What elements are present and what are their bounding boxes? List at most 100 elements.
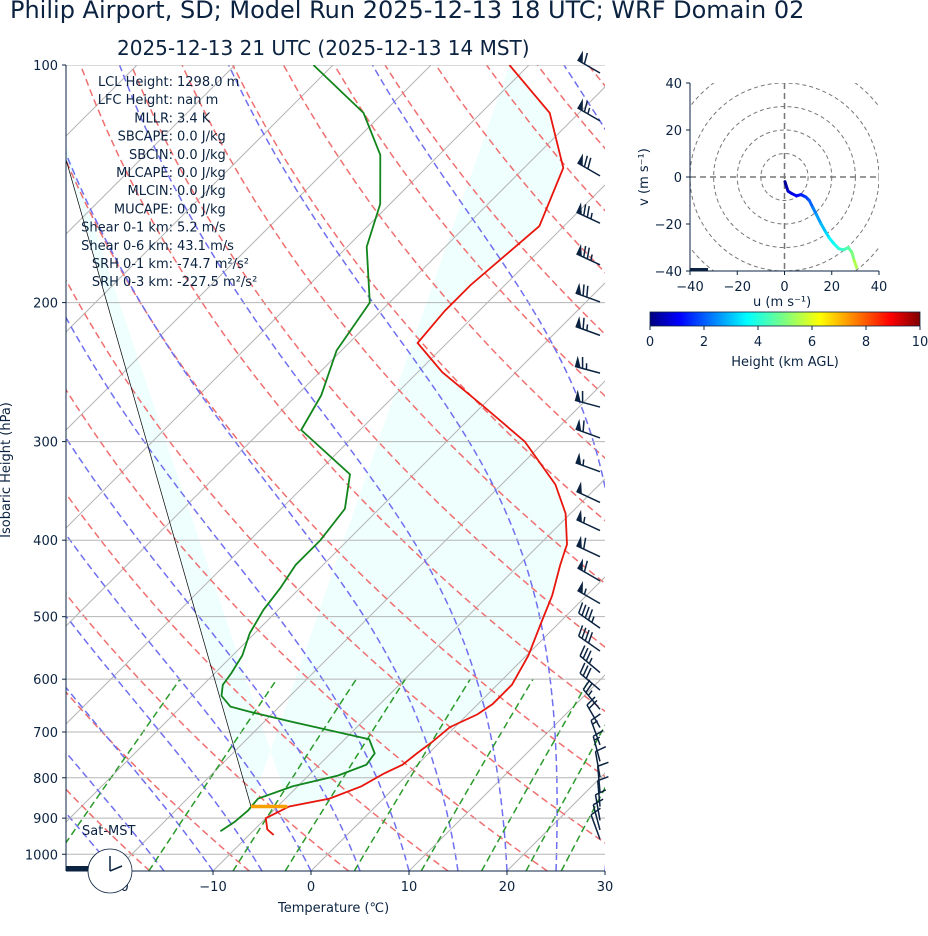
mixing-ratio-line [616,679,715,871]
height-colorbar: 0 2 4 6 8 10 Height (km AGL) [646,311,928,370]
index-value: 0.0 J/kg [177,166,226,181]
sounding-indices: LCL Height: 1298.0 m LFC Height: nan m MLLR:… [81,75,257,290]
index-label: LCL Height: [98,75,173,90]
mixing-ratio-line [525,724,605,871]
wind-barb [577,98,601,122]
wind-barb [579,645,601,674]
mixing-ratio-line [66,678,181,844]
isotherm-line [66,65,236,235]
hodograph-y-label: v (m s⁻¹) [637,148,652,206]
index-label: SBCAPE: [118,130,173,145]
x-tick-label: 30 [597,880,614,895]
y-tick-label: 600 [33,673,58,688]
wind-barb [574,389,601,408]
wind-barb [577,580,601,605]
index-value: -74.7 m²/s² [177,257,249,272]
chart-subtitle: 2025-12-13 21 UTC (2025-12-13 14 MST) [117,36,530,60]
index-label: SRH 0-1 km: [92,257,173,272]
moist-adiabat-line [66,751,165,871]
moist-adiabat-line [703,65,811,871]
hodograph-y-ticks: 40 20 0 −20 −40 [655,77,690,280]
isotherm-line [66,86,605,627]
mixing-ratio-line [658,679,754,871]
dewpoint-line [219,65,382,832]
hodograph-x-tick-label: −20 [724,280,751,295]
wind-barb [577,625,601,652]
hodograph-segment [819,222,828,234]
clock-label: Sat-MST [82,824,135,839]
dry-adiabat-line [181,65,605,585]
hodograph-y-tick-label: 0 [674,171,682,186]
wind-barb [575,452,601,473]
hodograph-y-tick-label: −40 [655,265,682,280]
index-value: 0.0 J/kg [177,184,226,199]
wind-barb [576,509,601,532]
clock-icon [87,848,133,894]
x-tick-label: −10 [199,880,226,895]
index-label: MLLR: [134,111,173,126]
wind-barb [592,798,604,831]
index-label: SBCIN: [129,148,173,163]
index-label: Shear 0-6 km: [81,239,173,254]
moist-adiabat-line [118,65,508,871]
wind-barb [575,282,601,303]
index-label: LFC Height: [98,93,173,108]
colorbar-label: Height (km AGL) [731,355,839,370]
isotherm-line [66,184,605,725]
hodograph-segment [814,213,823,226]
moist-adiabat-line [66,436,361,871]
wind-barb [590,807,601,840]
temperature-line [264,65,568,836]
isotherm-line [66,65,334,333]
wind-barb [590,713,601,746]
wind-barb [576,481,601,504]
hodograph-x-ticks: −40 −20 0 20 40 [676,271,887,295]
hodograph-x-label: u (m s⁻¹) [753,295,811,310]
index-label: MLCAPE: [116,166,173,181]
wind-barb [577,50,601,74]
mixing-ratio-line [353,678,471,871]
index-value: 1298.0 m [177,75,239,90]
y-tick-label: 700 [33,726,58,741]
isotherm-line [408,674,605,871]
wind-barb [592,729,604,762]
moist-adiabat-line [66,811,116,871]
dry-adiabat-line [66,592,350,871]
isotherm-line [66,65,432,431]
wind-barb [575,418,601,439]
index-label: MLCIN: [128,184,173,199]
wind-barb [575,316,601,337]
isotherm-line [703,65,928,871]
colorbar-tick-label: 0 [646,335,654,350]
hodograph-trace [783,180,859,269]
colorbar-ticks: 0 2 4 6 8 10 [646,326,928,350]
x-tick-label: 0 [307,880,315,895]
isotherm-grid [66,65,928,871]
mixing-ratio-line [232,678,357,871]
wind-barb [582,679,601,710]
y-tick-label: 100 [33,59,58,74]
index-value: nan m [177,93,218,108]
isotherm-line [66,65,530,529]
parcel-path-line [66,158,252,807]
wind-barb [594,789,607,821]
dry-adiabat-line [66,492,449,871]
colorbar-tick-label: 2 [700,335,708,350]
x-axis-label: Temperature (℃) [277,901,389,916]
hodograph-segment [852,258,859,269]
index-value: 3.4 K [177,111,211,126]
isotherm-line [114,380,605,871]
hodograph-y-tick-label: 40 [665,77,682,92]
moist-adiabat-line [66,614,263,871]
y-tick-label: 500 [33,611,58,626]
isotherm-line [310,576,605,871]
dry-adiabat-line [740,65,928,871]
index-label: SRH 0-3 km: [92,275,173,290]
hodograph-x-tick-label: 40 [871,280,888,295]
wind-barbs [574,50,609,840]
moist-adiabat-line [66,316,410,871]
dry-adiabat-line [66,278,605,844]
